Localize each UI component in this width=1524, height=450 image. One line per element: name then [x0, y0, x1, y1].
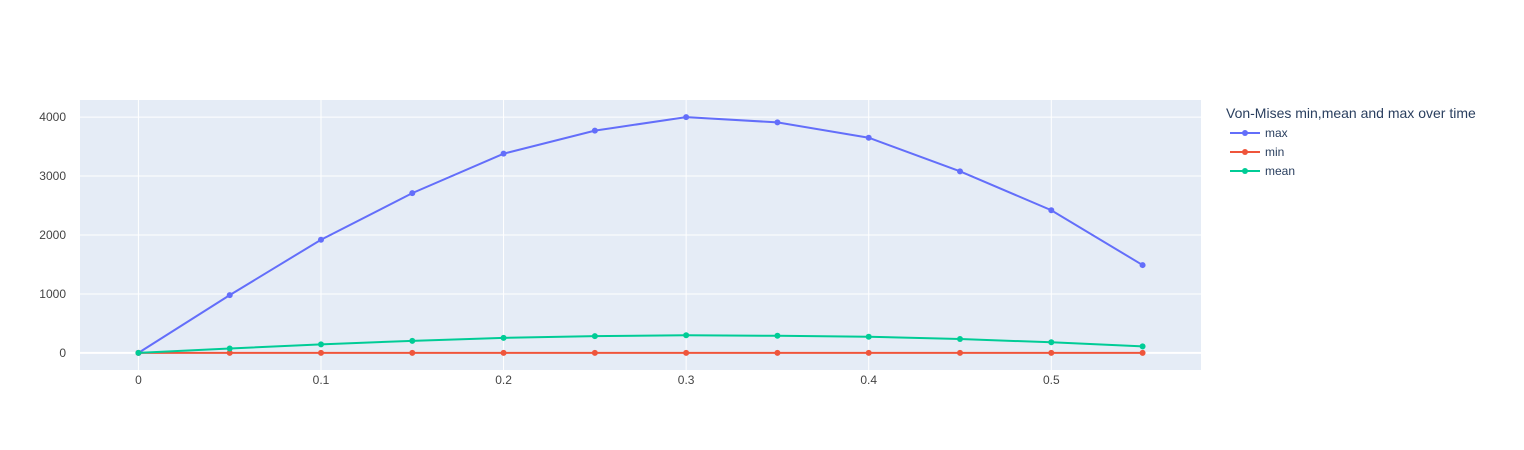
y-tick-label: 0	[59, 346, 66, 360]
series-mean	[135, 332, 1146, 356]
data-point-mean	[226, 345, 233, 352]
data-point-min	[1048, 349, 1055, 356]
legend-swatch-marker	[1242, 149, 1248, 155]
legend-item-min[interactable]: min	[1230, 145, 1284, 159]
legend-item-max[interactable]: max	[1230, 126, 1288, 140]
data-point-max	[774, 119, 781, 126]
data-point-max	[957, 168, 964, 175]
data-point-mean	[1139, 343, 1146, 350]
y-tick-label: 3000	[39, 169, 66, 183]
legend-label: min	[1265, 145, 1284, 159]
data-point-max	[591, 127, 598, 134]
legend-title: Von-Mises min,mean and max over time	[1226, 105, 1476, 121]
y-tick-label: 2000	[39, 228, 66, 242]
series-min	[135, 349, 1146, 356]
x-tick-label: 0.5	[1043, 373, 1060, 387]
data-point-min	[226, 349, 233, 356]
data-point-max	[226, 292, 233, 299]
x-tick-label: 0	[135, 373, 142, 387]
data-point-min	[409, 349, 416, 356]
data-point-min	[317, 349, 324, 356]
data-point-min	[1139, 349, 1146, 356]
tick-labels: 0 0.1 0.2 0.3 0.4 0.5 0 1000 2000 3000 4000	[39, 110, 1060, 387]
data-point-mean	[683, 332, 690, 339]
data-point-max	[317, 236, 324, 243]
series-line-mean	[138, 334, 1143, 354]
data-point-mean	[957, 336, 964, 343]
data-point-max	[1048, 207, 1055, 214]
data-point-min	[774, 349, 781, 356]
x-tick-label: 0.1	[313, 373, 330, 387]
data-point-mean	[135, 349, 142, 356]
data-point-mean	[865, 333, 872, 340]
data-point-mean	[591, 333, 598, 340]
legend-label: mean	[1265, 164, 1295, 178]
data-point-max	[500, 150, 507, 157]
x-tick-label: 0.2	[495, 373, 512, 387]
data-point-min	[865, 349, 872, 356]
y-tick-label: 4000	[39, 110, 66, 124]
data-point-min	[683, 349, 690, 356]
y-tick-label: 1000	[39, 287, 66, 301]
data-point-max	[683, 114, 690, 121]
data-point-min	[591, 349, 598, 356]
legend: Von-Mises min,mean and max over time max…	[1226, 105, 1476, 178]
data-point-mean	[500, 334, 507, 341]
data-point-min	[957, 349, 964, 356]
data-point-min	[500, 349, 507, 356]
series-line-max	[137, 116, 1144, 354]
data-point-mean	[774, 332, 781, 339]
series-group	[135, 114, 1146, 356]
legend-item-mean[interactable]: mean	[1230, 164, 1295, 178]
data-point-mean	[317, 341, 324, 348]
legend-swatch-marker	[1242, 168, 1248, 174]
legend-label: max	[1265, 126, 1288, 140]
legend-swatch-marker	[1242, 130, 1248, 136]
x-tick-label: 0.4	[860, 373, 877, 387]
x-tick-label: 0.3	[678, 373, 695, 387]
data-point-mean	[1048, 339, 1055, 346]
series-max	[135, 114, 1146, 356]
data-point-mean	[409, 337, 416, 344]
data-point-max	[409, 190, 416, 197]
data-point-max	[865, 134, 872, 141]
data-point-max	[1139, 262, 1146, 269]
